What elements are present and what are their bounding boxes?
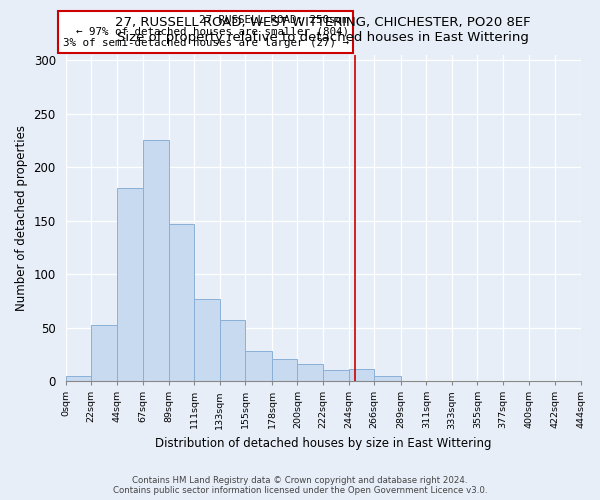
Bar (116, 188, 143, 381)
Bar (245, 351, 272, 381)
Text: Contains HM Land Registry data © Crown copyright and database right 2024.
Contai: Contains HM Land Registry data © Crown c… (113, 476, 487, 495)
Bar (143, 140, 169, 381)
Text: 27 RUSSELL ROAD: 250sqm
← 97% of detached houses are smaller (804)
3% of semi-de: 27 RUSSELL ROAD: 250sqm ← 97% of detache… (62, 15, 349, 48)
X-axis label: Distribution of detached houses by size in East Wittering: Distribution of detached houses by size … (155, 437, 491, 450)
Title: 27, RUSSELL ROAD, WEST WITTERING, CHICHESTER, PO20 8EF
Size of property relative: 27, RUSSELL ROAD, WEST WITTERING, CHICHE… (115, 16, 531, 44)
Bar (272, 358, 298, 381)
Bar (298, 364, 323, 381)
Bar (220, 320, 245, 381)
Y-axis label: Number of detached properties: Number of detached properties (15, 125, 28, 311)
Bar (349, 370, 374, 381)
Bar (374, 376, 401, 381)
Bar (65, 376, 91, 381)
Bar (323, 370, 349, 381)
Bar (194, 298, 220, 381)
Bar (91, 326, 116, 381)
Bar (169, 224, 194, 381)
